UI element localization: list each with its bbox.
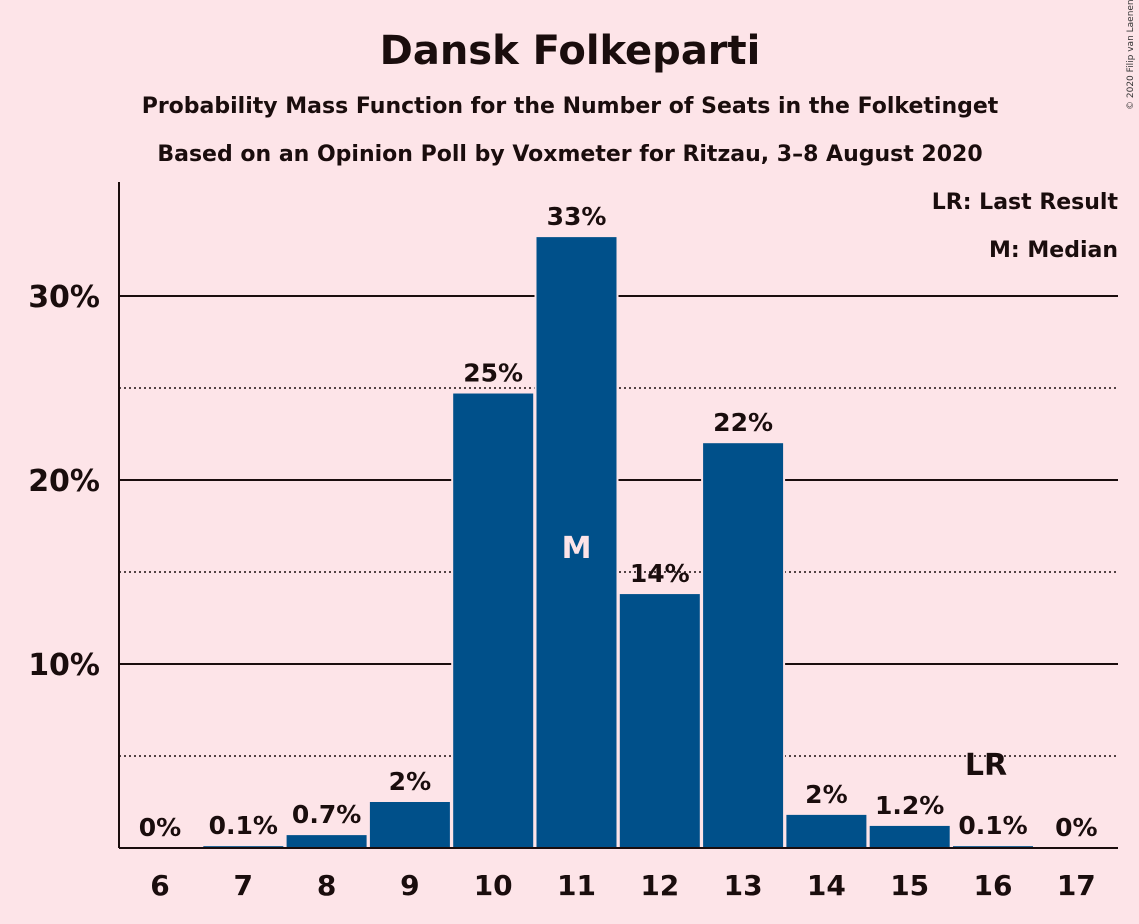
bar-value-label: 0% — [139, 813, 181, 842]
y-tick-label: 30% — [28, 280, 100, 315]
y-tick-label: 20% — [28, 464, 100, 499]
data-labels: 0% 0.1% 0.7% 2% 25% 33% 14% 22% 2% 1.2% 0.1% 0% M LR — [139, 202, 1098, 842]
x-tick-label: 6 — [150, 869, 169, 902]
bar-value-label: 0% — [1055, 813, 1097, 842]
x-tick-label: 15 — [890, 869, 929, 902]
bar — [286, 835, 367, 848]
last-result-marker: LR — [965, 748, 1007, 783]
bar — [619, 594, 700, 848]
bar — [369, 802, 450, 848]
chart-subtitle: Probability Mass Function for the Number… — [142, 94, 999, 119]
x-tick-label: 13 — [724, 869, 763, 902]
bar-value-label: 0.1% — [209, 811, 278, 840]
bar — [703, 443, 784, 848]
bar-value-label: 2% — [389, 767, 431, 796]
bar-value-label: 1.2% — [875, 791, 944, 820]
x-tick-label: 10 — [474, 869, 513, 902]
x-tick-label: 11 — [557, 869, 596, 902]
bar — [869, 825, 950, 848]
axes: 10% 20% 30% 6 7 8 9 10 11 12 13 14 15 16 17 — [28, 182, 1118, 902]
bar-gap — [201, 844, 286, 848]
bar-value-label: 33% — [547, 202, 607, 231]
legend-median: M: Median — [989, 238, 1118, 263]
bar-value-label: 14% — [630, 559, 690, 588]
x-tick-label: 8 — [317, 869, 336, 902]
bar — [453, 393, 534, 848]
x-tick-label: 7 — [234, 869, 253, 902]
chart-subtitle-source: Based on an Opinion Poll by Voxmeter for… — [157, 142, 982, 167]
x-tick-label: 17 — [1057, 869, 1096, 902]
bar-value-label: 22% — [713, 408, 773, 437]
bars — [201, 235, 1035, 848]
bar-value-label: 25% — [463, 359, 523, 388]
copyright-notice: © 2020 Filip van Laenen — [1126, 0, 1136, 110]
legend-last-result: LR: Last Result — [932, 190, 1119, 215]
bar-value-label: 0.7% — [292, 800, 361, 829]
bar-value-label: 0.1% — [958, 811, 1027, 840]
x-tick-label: 14 — [807, 869, 846, 902]
y-tick-label: 10% — [28, 648, 100, 683]
bar — [786, 814, 867, 848]
bar-value-label: 2% — [805, 780, 847, 809]
x-tick-label: 12 — [640, 869, 679, 902]
x-tick-label: 16 — [974, 869, 1013, 902]
chart-title: Dansk Folkeparti — [380, 28, 761, 74]
x-tick-label: 9 — [400, 869, 419, 902]
bar-gap — [951, 844, 1035, 848]
median-marker: M — [562, 531, 592, 566]
bar — [536, 237, 617, 848]
